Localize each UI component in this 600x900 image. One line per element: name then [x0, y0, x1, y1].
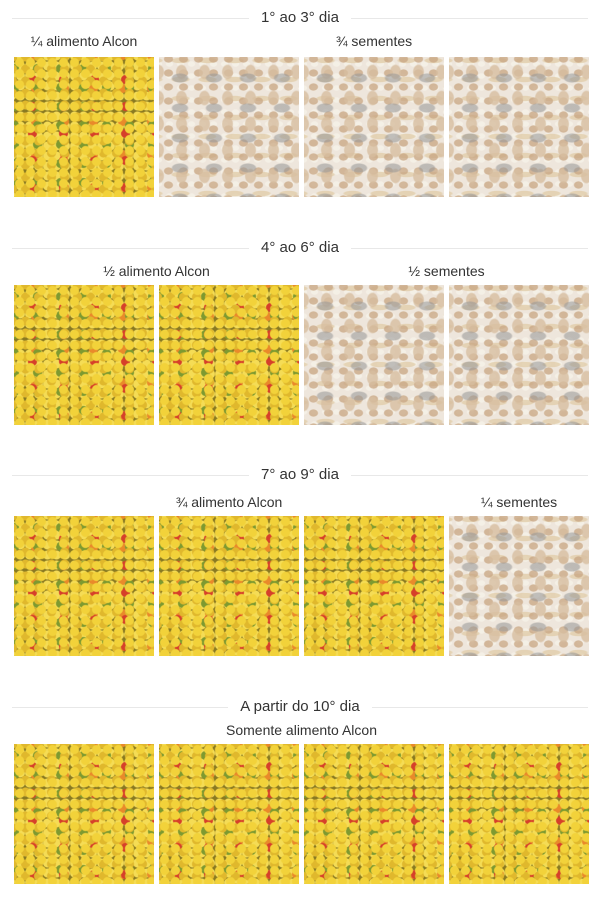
seed-image	[304, 57, 444, 197]
phase-from-day-10: A partir do 10° dia Somente alimento Alc…	[0, 697, 600, 884]
seed-portion-label: ¼ sementes	[480, 494, 558, 510]
phase-heading: 1° ao 3° dia	[0, 8, 600, 28]
seed-portion-label: ¾ sementes	[335, 33, 413, 49]
seed-image	[159, 57, 299, 197]
pellet-image	[159, 516, 299, 656]
seed-image	[304, 285, 444, 425]
pellet-image	[14, 285, 154, 425]
phase-heading: A partir do 10° dia	[0, 697, 600, 717]
seed-image	[449, 285, 589, 425]
seed-image	[449, 516, 589, 656]
phase-days-4-6: 4° ao 6° dia ½ alimento Alcon ½ sementes	[0, 238, 600, 425]
phase-heading: 7° ao 9° dia	[0, 465, 600, 485]
phase-days-7-9: 7° ao 9° dia ¾ alimento Alcon ¼ sementes	[0, 465, 600, 656]
pellet-image	[14, 57, 154, 197]
phase-title: 7° ao 9° dia	[249, 466, 351, 483]
seed-image	[449, 57, 589, 197]
phase-title: A partir do 10° dia	[228, 698, 372, 715]
seed-portion-label: ½ sementes	[408, 263, 485, 279]
pellet-image	[14, 744, 154, 884]
pellet-image	[14, 516, 154, 656]
phase-heading: 4° ao 6° dia	[0, 238, 600, 258]
pellet-portion-label: ½ alimento Alcon	[103, 263, 210, 279]
phase-title: 4° ao 6° dia	[249, 239, 351, 256]
pellet-portion-label: ¾ alimento Alcon	[175, 494, 283, 510]
pellet-image	[304, 744, 444, 884]
pellet-image	[449, 744, 589, 884]
pellet-image	[159, 744, 299, 884]
pellet-image	[304, 516, 444, 656]
phase-days-1-3: 1° ao 3° dia ¼ alimento Alcon ¾ sementes	[0, 8, 600, 197]
pellet-portion-label: Somente alimento Alcon	[226, 722, 377, 738]
pellet-portion-label: ¼ alimento Alcon	[30, 33, 138, 49]
pellet-image	[159, 285, 299, 425]
phase-title: 1° ao 3° dia	[249, 9, 351, 26]
